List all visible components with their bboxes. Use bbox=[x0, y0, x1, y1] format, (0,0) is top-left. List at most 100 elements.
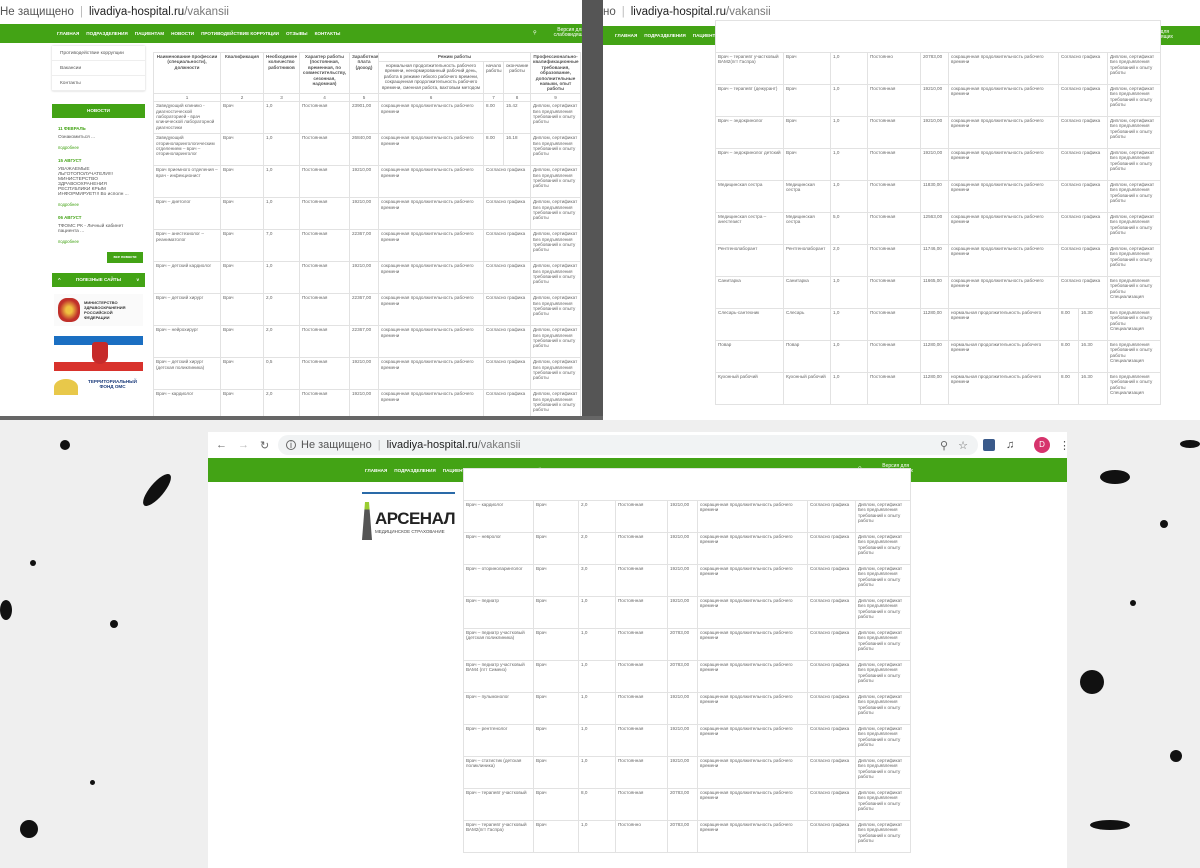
chevron-down-icon[interactable]: v bbox=[136, 277, 139, 282]
all-news-button[interactable]: все новости bbox=[107, 252, 143, 263]
work-mode-cell: сокращенная продолжительность рабочего в… bbox=[697, 692, 808, 725]
url-domain: livadiya-hospital.ru bbox=[630, 6, 726, 18]
back-icon[interactable]: ← bbox=[216, 439, 227, 451]
accessibility-version-button[interactable]: Версия для слабовидящих bbox=[553, 27, 582, 38]
salary-cell: 20783,00 bbox=[667, 628, 698, 661]
search-icon[interactable]: ⚲ bbox=[533, 29, 537, 36]
work-type-cell: Постоянная bbox=[299, 165, 350, 199]
nav-item-2[interactable]: ПАЦИЕНТАМ bbox=[442, 467, 473, 473]
music-extension-icon[interactable]: ♫ bbox=[1006, 439, 1015, 451]
address-bar[interactable]: Не защищено | livadiya-hospital.ru/vakans… bbox=[0, 0, 582, 24]
work-mode-cell: сокращенная продолжительность рабочего в… bbox=[697, 820, 808, 853]
zoom-icon[interactable]: ⚲ bbox=[939, 439, 948, 452]
salary-cell: 19210,00 bbox=[920, 116, 949, 149]
schedule-cell: Согласно графика bbox=[482, 357, 532, 391]
nav-item-4[interactable]: ПРОТИВОДЕЙСТВИЕ КОРРУПЦИИ bbox=[201, 31, 279, 36]
count-cell: 1,0 bbox=[263, 197, 300, 231]
useful-sites-header: ^ ПОЛЕЗНЫЕ САЙТЫ v bbox=[52, 273, 145, 287]
schedule-cell: Согласно графика bbox=[1058, 116, 1108, 149]
vacancies-table: Врач – терапевт участковый ВАМ2(пгт Гасп… bbox=[714, 20, 1162, 405]
work-mode-cell: сокращенная продолжительность рабочего в… bbox=[378, 389, 484, 416]
minzdrav-logo[interactable]: МИНИСТЕРСТВО ЗДРАВООХРАНЕНИЯ РОССИЙСКОЙ … bbox=[54, 294, 143, 326]
nav-item-5[interactable]: ОТЗЫВЫ bbox=[285, 31, 308, 36]
reload-icon[interactable]: ↻ bbox=[260, 439, 270, 452]
qualification-cell: Врач bbox=[220, 293, 264, 327]
profession-cell: Врач – педиатр участковый (детская полик… bbox=[463, 628, 534, 661]
info-icon[interactable]: i bbox=[286, 440, 296, 450]
count-cell: 1,0 bbox=[263, 101, 300, 135]
count-cell: 1,0 bbox=[830, 180, 868, 213]
url-path: /vakansii bbox=[184, 6, 229, 18]
news-more-link[interactable]: подробнее bbox=[58, 145, 79, 150]
end-time-cell: 15.42 bbox=[502, 101, 532, 135]
column-number: 5 bbox=[349, 92, 379, 103]
bookmark-star-icon[interactable]: ☆ bbox=[958, 439, 968, 452]
menu-icon[interactable]: ⋮ bbox=[1059, 439, 1067, 452]
qualification-cell: Кухонный рабочий bbox=[783, 372, 831, 405]
profession-cell: Врач – терапевт участковый ВАМ2(пгт Гасп… bbox=[715, 52, 784, 85]
requirements-cell: Диплом, сертификат Без предъявления треб… bbox=[854, 820, 912, 853]
profession-cell: Заведующий клинико - диагностической лаб… bbox=[153, 101, 221, 135]
work-type-cell: Постоянная bbox=[299, 357, 350, 391]
schedule-cell: Согласно графика bbox=[482, 325, 532, 359]
nav-item-1[interactable]: ПОДРАЗДЕЛЕНИЯ bbox=[86, 31, 128, 36]
avatar[interactable]: D bbox=[1034, 437, 1050, 453]
salary-cell: 19210,00 bbox=[667, 596, 698, 629]
nav-item-1[interactable]: ПОДРАЗДЕЛЕНИЯ bbox=[394, 467, 436, 473]
work-mode-cell: нормальная продолжительность рабочего вр… bbox=[948, 340, 1059, 373]
news-text[interactable]: Ознакомиться ... bbox=[58, 135, 96, 140]
vacancies-table: Врач – кардиолог Врач 2,0 Постоянная 19210,0… bbox=[462, 468, 912, 853]
schedule-cell: Согласно графика bbox=[1058, 244, 1108, 277]
nav-item-2[interactable]: ПАЦИЕНТАМ bbox=[692, 33, 723, 38]
salary-cell: 20783,00 bbox=[667, 660, 698, 693]
sidebar-menu-item[interactable]: Противодействие коррупции bbox=[52, 46, 145, 61]
count-cell: 1,0 bbox=[830, 372, 868, 405]
chevron-up-icon[interactable]: ^ bbox=[58, 277, 61, 282]
forward-icon[interactable]: → bbox=[238, 439, 249, 451]
qualification-cell: Врач bbox=[533, 820, 579, 853]
salary-cell: 11746,00 bbox=[920, 244, 949, 277]
sidebar-menu-item[interactable]: Контакты bbox=[52, 76, 145, 91]
work-mode-cell: сокращенная продолжительность рабочего в… bbox=[948, 84, 1059, 117]
address-bar[interactable]: но | livadiya-hospital.ru/vakansii bbox=[603, 0, 1200, 24]
divider bbox=[0, 416, 603, 420]
work-type-cell: Постоянная bbox=[299, 229, 350, 263]
schedule-cell: Согласно графика bbox=[807, 756, 856, 789]
salary-cell: 19210,00 bbox=[667, 532, 698, 565]
qualification-cell: Врач bbox=[533, 500, 579, 533]
requirements-cell: Диплом, сертификат Без предъявления треб… bbox=[854, 596, 912, 629]
count-cell: 1,0 bbox=[830, 340, 868, 373]
table-row: Врач – педиатр участковый ВАМ4 (пгт Симе… bbox=[463, 660, 912, 693]
tfoms-logo[interactable]: ТЕРРИТОРИАЛЬНЫЙ ФОНД ОМС bbox=[54, 379, 143, 399]
table-row: Врач – педиатр участковый (детская полик… bbox=[463, 628, 912, 661]
count-cell: 2,0 bbox=[263, 325, 300, 359]
nav-item-1[interactable]: ПОДРАЗДЕЛЕНИЯ bbox=[644, 33, 686, 38]
work-type-cell: Постоянная bbox=[615, 724, 668, 757]
arsenal-logo[interactable]: АРСЕНАЛ МЕДИЦИНСКОЕ СТРАХОВАНИЕ bbox=[362, 500, 456, 542]
ad-banner[interactable] bbox=[362, 482, 455, 494]
end-time-cell: 16.30 bbox=[1078, 340, 1108, 373]
requirements-cell: Диплом, сертификат Без предъявления треб… bbox=[854, 756, 912, 789]
count-cell: 1,0 bbox=[578, 692, 616, 725]
address-bar[interactable]: i Не защищено | livadiya-hospital.ru/vaka… bbox=[278, 435, 978, 455]
profession-cell: Врач – рентгенолог bbox=[463, 724, 534, 757]
work-type-cell: Постоянная bbox=[867, 116, 921, 149]
qualification-cell: Слесарь bbox=[783, 308, 831, 341]
news-text[interactable]: УВАЖАЕМЫЕ ЛЬГОТОПОЛУЧАТЕЛИ!!! МИНИСТЕРСТ… bbox=[58, 167, 129, 197]
news-text[interactable]: ТФОМС РК - Личный кабинет пациента ... bbox=[58, 224, 124, 234]
nav-item-0[interactable]: ГЛАВНАЯ bbox=[365, 467, 388, 473]
nav-item-3[interactable]: НОВОСТИ bbox=[171, 31, 195, 36]
crimea-logo[interactable] bbox=[54, 336, 143, 371]
nav-item-2[interactable]: ПАЦИЕНТАМ bbox=[134, 31, 165, 36]
qualification-cell: Врач bbox=[783, 52, 831, 85]
extension-icon[interactable] bbox=[983, 439, 995, 451]
sidebar-menu-item[interactable]: Вакансии bbox=[52, 61, 145, 76]
count-cell: 0,5 bbox=[263, 357, 300, 391]
salary-cell: 19210,00 bbox=[667, 756, 698, 789]
news-widget: НОВОСТИ 11 ФЕВРАЛЬ Ознакомиться ... подроб… bbox=[52, 104, 145, 399]
nav-item-6[interactable]: КОНТАКТЫ bbox=[314, 31, 341, 36]
nav-item-0[interactable]: ГЛАВНАЯ bbox=[57, 31, 80, 36]
news-more-link[interactable]: подробнее bbox=[58, 202, 79, 207]
news-more-link[interactable]: подробнее bbox=[58, 239, 79, 244]
nav-item-0[interactable]: ГЛАВНАЯ bbox=[615, 33, 638, 38]
